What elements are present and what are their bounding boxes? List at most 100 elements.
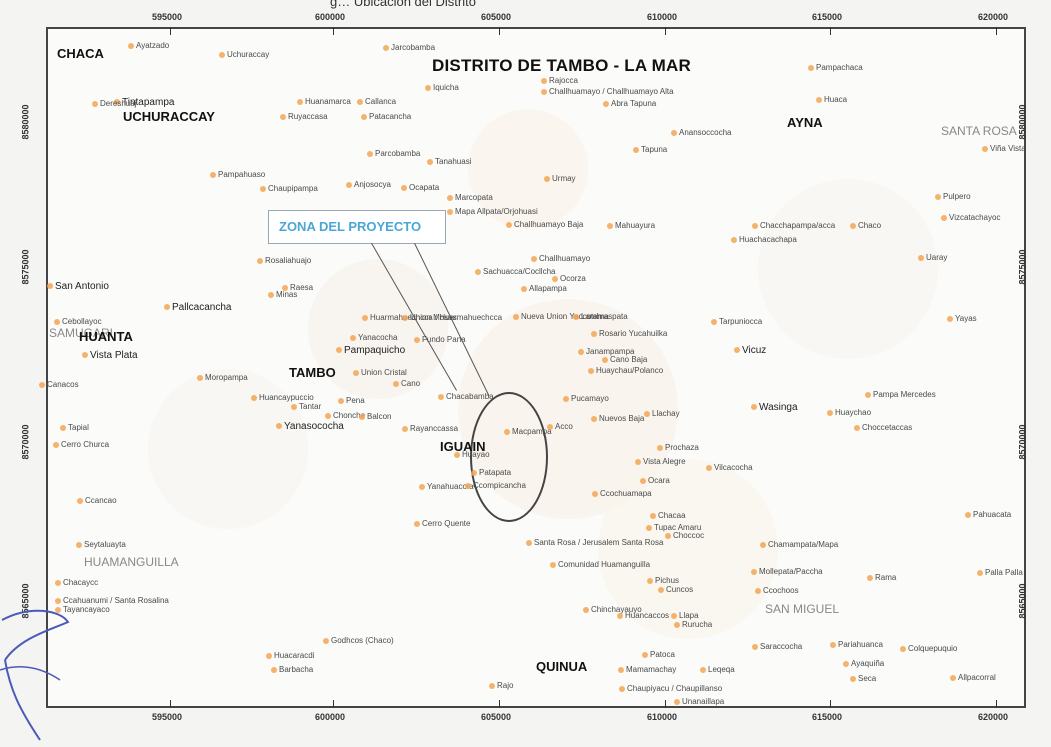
place-label: Pampahuaso	[218, 170, 266, 179]
x-tick-mark	[170, 27, 171, 35]
place-label: Ccochuamapa	[600, 489, 652, 498]
x-tick-bottom: 600000	[315, 712, 346, 722]
y-tick-right: 8580000	[1017, 104, 1028, 140]
settlement-marker	[367, 151, 373, 157]
settlement-marker	[266, 653, 272, 659]
place-label: Balcon	[367, 412, 392, 421]
settlement-marker	[706, 465, 712, 471]
settlement-marker	[827, 410, 833, 416]
settlement-marker	[419, 484, 425, 490]
settlement-marker	[618, 667, 624, 673]
settlement-marker	[401, 185, 407, 191]
settlement-marker	[573, 314, 579, 320]
place-label: Seca	[858, 674, 877, 683]
place-label: Sachuacca/Cocllcha	[483, 267, 556, 276]
place-label: CHACA	[57, 46, 104, 61]
place-label: Huaychau/Polanco	[596, 366, 664, 375]
settlement-marker	[547, 424, 553, 430]
settlement-marker	[731, 237, 737, 243]
signature-mark	[0, 609, 70, 741]
settlement-marker	[588, 368, 594, 374]
x-tick-top: 605000	[481, 12, 512, 22]
settlement-marker	[544, 176, 550, 182]
settlement-marker	[128, 43, 134, 49]
place-label: Nuevos Baja	[599, 414, 645, 423]
settlement-marker	[268, 292, 274, 298]
settlement-marker	[941, 215, 947, 221]
place-label: Lamhraspata	[581, 312, 628, 321]
settlement-marker	[531, 256, 537, 262]
place-label: Mollepata/Paccha	[759, 567, 823, 576]
place-label: Challhuamayo / Challhuamayo Alta	[549, 87, 674, 96]
settlement-marker	[471, 470, 477, 476]
place-label: Challhuamayo	[539, 254, 591, 263]
place-label: Raesa	[290, 283, 314, 292]
settlement-marker	[414, 521, 420, 527]
settlement-marker	[947, 316, 953, 322]
place-label: Pariahuanca	[838, 640, 883, 649]
x-tick-mark	[499, 700, 500, 708]
settlement-marker	[504, 429, 510, 435]
place-label: Ayatzado	[136, 41, 170, 50]
settlement-marker	[55, 580, 61, 586]
place-label: Santa Rosa / Jerusalem Santa Rosa	[534, 538, 664, 547]
place-label: Mamamachay	[626, 665, 677, 674]
x-tick-mark	[996, 700, 997, 708]
settlement-marker	[260, 186, 266, 192]
x-tick-mark	[830, 700, 831, 708]
settlement-marker	[671, 613, 677, 619]
place-label: AYNA	[787, 115, 823, 130]
y-tick-left: 8570000	[20, 424, 31, 460]
settlement-marker	[918, 255, 924, 261]
settlement-marker	[393, 381, 399, 387]
project-zone-label: ZONA DEL PROYECTO	[268, 210, 446, 244]
settlement-marker	[447, 195, 453, 201]
settlement-marker	[850, 223, 856, 229]
place-label: Huachacachapa	[739, 235, 797, 244]
place-label: Chinchayauyo	[591, 605, 642, 614]
settlement-marker	[414, 337, 420, 343]
place-label: Janampampa	[586, 347, 635, 356]
settlement-marker	[39, 382, 45, 388]
x-tick-bottom: 605000	[481, 712, 512, 722]
settlement-marker	[219, 52, 225, 58]
place-label: Chonche	[333, 411, 366, 420]
settlement-marker	[950, 675, 956, 681]
x-tick-top: 610000	[647, 12, 678, 22]
settlement-marker	[617, 613, 623, 619]
settlement-marker	[674, 699, 680, 705]
settlement-marker	[297, 99, 303, 105]
x-tick-top: 595000	[152, 12, 183, 22]
place-label: Viña Vista	[990, 144, 1026, 153]
place-label: Prochaza	[665, 443, 699, 452]
settlement-marker	[76, 542, 82, 548]
settlement-marker	[603, 101, 609, 107]
map-title: DISTRITO DE TAMBO - LA MAR	[432, 56, 691, 75]
place-label: Tarpuniocca	[719, 317, 763, 326]
settlement-marker	[55, 607, 61, 613]
place-label: Acco	[555, 422, 573, 431]
settlement-marker	[427, 159, 433, 165]
settlement-marker	[657, 445, 663, 451]
place-label: Marcopata	[455, 193, 493, 202]
place-label: Pulpero	[943, 192, 971, 201]
settlement-marker	[751, 404, 757, 410]
place-label: Rurucha	[682, 620, 713, 629]
place-label: Chaupiyacu / Chaupillanso	[627, 684, 723, 693]
project-area-ellipse	[470, 392, 548, 522]
settlement-marker	[353, 370, 359, 376]
settlement-marker	[816, 97, 822, 103]
place-label: Rajocca	[549, 76, 578, 85]
place-label: Dereshuaj	[100, 99, 137, 108]
settlement-marker	[359, 414, 365, 420]
place-label: Cano Baja	[610, 355, 648, 364]
x-tick-mark	[170, 700, 171, 708]
settlement-marker	[438, 394, 444, 400]
settlement-marker	[843, 661, 849, 667]
place-label: Wasinga	[759, 402, 798, 413]
place-label: Patapata	[479, 468, 512, 477]
settlement-marker	[751, 569, 757, 575]
settlement-marker	[282, 285, 288, 291]
place-label: Yayas	[955, 314, 977, 323]
map-background	[148, 109, 938, 639]
